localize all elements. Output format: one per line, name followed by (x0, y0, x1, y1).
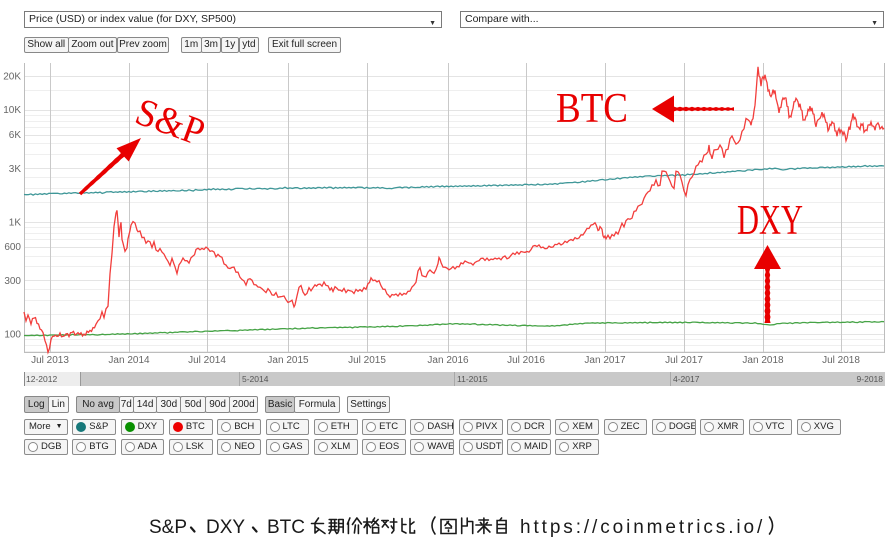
svg-text:Jul 2018: Jul 2018 (822, 355, 860, 366)
svg-text:DXY: DXY (206, 517, 245, 538)
svg-text:300: 300 (4, 276, 21, 287)
svg-text:Jan 2015: Jan 2015 (267, 355, 309, 366)
svg-text:20K: 20K (3, 72, 21, 83)
svg-text:Jul 2017: Jul 2017 (665, 355, 703, 366)
svg-text:BTC: BTC (556, 86, 628, 132)
svg-text:Jul 2014: Jul 2014 (188, 355, 226, 366)
svg-text:10K: 10K (3, 105, 21, 116)
svg-text:Jan 2018: Jan 2018 (742, 355, 784, 366)
svg-text:6K: 6K (9, 130, 22, 141)
svg-text:Jul 2015: Jul 2015 (348, 355, 386, 366)
svg-text:S&P: S&P (130, 90, 210, 154)
svg-text:1K: 1K (9, 217, 22, 228)
svg-text:Jul 2013: Jul 2013 (31, 355, 69, 366)
svg-text:100: 100 (4, 329, 21, 340)
svg-text:S&P: S&P (149, 517, 187, 538)
svg-text:600: 600 (4, 242, 21, 253)
svg-text:Jan 2017: Jan 2017 (584, 355, 626, 366)
svg-text:Jan 2016: Jan 2016 (427, 355, 469, 366)
svg-text:Jul 2016: Jul 2016 (507, 355, 545, 366)
svg-text:3K: 3K (9, 164, 22, 175)
svg-text:Jan 2014: Jan 2014 (108, 355, 150, 366)
svg-text:BTC: BTC (267, 517, 305, 538)
svg-text:DXY: DXY (737, 198, 803, 244)
svg-text:https://coinmetrics.io/: https://coinmetrics.io/ (520, 517, 765, 538)
